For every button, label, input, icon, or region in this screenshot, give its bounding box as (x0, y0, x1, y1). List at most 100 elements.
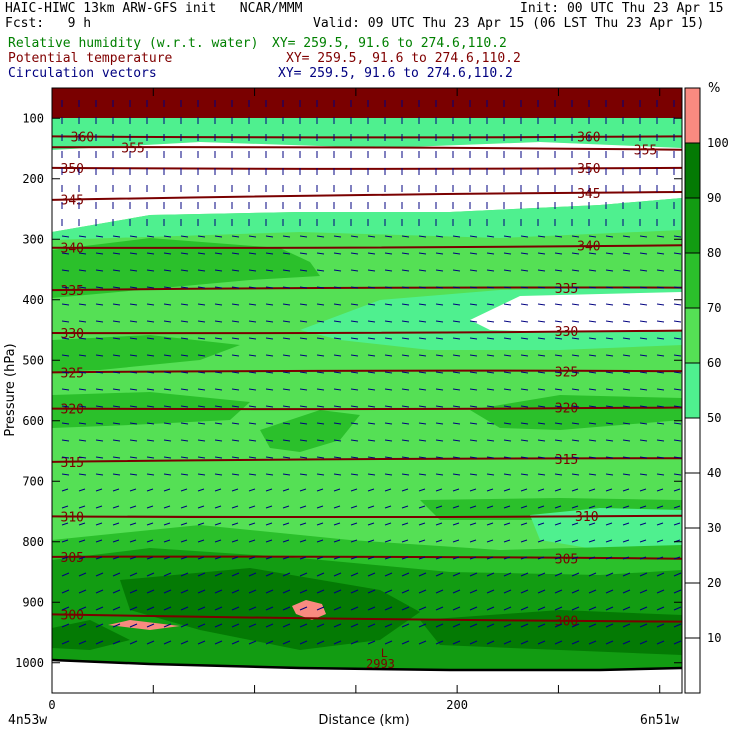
circulation-vector (197, 422, 206, 425)
circulation-vector (435, 589, 444, 594)
circulation-vector (656, 473, 665, 476)
circulation-vector (129, 473, 138, 476)
circulation-vector (61, 606, 70, 611)
circulation-vector (537, 286, 546, 289)
circulation-vector (605, 371, 614, 374)
circulation-vector (418, 405, 427, 408)
circulation-vector (656, 252, 665, 255)
circulation-vector (367, 488, 375, 492)
circulation-vector (231, 522, 239, 526)
circulation-vector (554, 354, 563, 357)
circulation-vector (673, 371, 682, 374)
circulation-vector (78, 439, 87, 442)
circulation-vector (503, 354, 512, 357)
circulation-vector (180, 623, 189, 628)
circulation-vector (248, 371, 257, 374)
circulation-vector (673, 320, 682, 323)
circulation-vector (333, 488, 341, 492)
circulation-vector (503, 606, 512, 611)
theta-label: 350 (61, 162, 84, 177)
circulation-vector (231, 405, 240, 408)
circulation-vector (605, 405, 614, 408)
circulation-vector (282, 235, 291, 238)
circulation-vector (537, 252, 546, 255)
circulation-vector (384, 589, 393, 594)
circulation-vector (146, 388, 155, 391)
circulation-vector (231, 556, 239, 560)
circulation-vector (469, 269, 478, 272)
colorbar-tick-label: 90 (707, 191, 721, 205)
circulation-vector (384, 505, 392, 509)
circulation-vector (248, 456, 257, 459)
circulation-vector (265, 589, 274, 594)
circulation-vector (639, 388, 648, 391)
circulation-vector (78, 286, 87, 289)
circulation-vector (265, 456, 274, 459)
circulation-vector (520, 252, 529, 255)
circulation-vector (95, 456, 104, 459)
circulation-vector (163, 623, 172, 628)
circulation-vector (503, 439, 512, 442)
circulation-vector (452, 556, 460, 560)
circulation-vector (112, 405, 121, 408)
circulation-vector (78, 589, 87, 594)
circulation-vector (571, 405, 580, 408)
circulation-vector (316, 337, 325, 340)
init-time: Init: 00 UTC Thu 23 Apr 15 (520, 1, 724, 16)
circulation-vector (588, 405, 597, 408)
circulation-vector (367, 354, 376, 357)
circulation-vector (180, 473, 189, 476)
circulation-vector (61, 473, 70, 476)
circulation-vector (231, 505, 239, 509)
circulation-vector (384, 572, 393, 577)
circulation-vector (639, 623, 648, 628)
circulation-vector (112, 388, 121, 391)
circulation-vector (78, 456, 87, 459)
circulation-vector (554, 422, 563, 425)
circulation-vector (486, 286, 495, 289)
circulation-vector (605, 235, 614, 238)
circulation-vector (299, 488, 307, 492)
circulation-vector (197, 488, 205, 492)
circulation-vector (265, 606, 274, 611)
circulation-vector (180, 556, 188, 560)
circulation-vector (299, 640, 308, 645)
circulation-vector (503, 488, 511, 492)
circulation-vector (282, 269, 291, 272)
circulation-vector (503, 522, 511, 526)
circulation-vector (163, 269, 172, 272)
y-tick-label: 900 (22, 595, 44, 609)
circulation-vector (214, 269, 223, 272)
circulation-vector (95, 623, 104, 628)
circulation-vector (571, 388, 580, 391)
theta-label: 305 (555, 552, 578, 567)
circulation-vector (656, 371, 665, 374)
circulation-vector (622, 488, 630, 492)
circulation-vector (571, 320, 580, 323)
circulation-vector (486, 572, 495, 577)
circulation-vector (282, 371, 291, 374)
circulation-vector (605, 539, 613, 543)
circulation-vector (265, 488, 273, 492)
circulation-vector (384, 235, 393, 238)
circulation-vector (197, 354, 206, 357)
circulation-vector (248, 286, 257, 289)
circulation-vector (146, 405, 155, 408)
circulation-vector (316, 606, 325, 611)
field-vector-xy: XY= 259.5, 91.6 to 274.6,110.2 (278, 66, 513, 81)
circulation-vector (350, 456, 359, 459)
y-tick-label: 300 (22, 232, 44, 246)
colorbar-bin (685, 143, 700, 198)
circulation-vector (129, 439, 138, 442)
circulation-vector (605, 606, 614, 611)
field-rh-xy: XY= 259.5, 91.6 to 274.6,110.2 (272, 36, 507, 51)
circulation-vector (401, 623, 410, 628)
circulation-vector (435, 252, 444, 255)
circulation-vector (146, 337, 155, 340)
circulation-vector (350, 286, 359, 289)
circulation-vector (95, 589, 104, 594)
circulation-vector (503, 539, 511, 543)
circulation-vector (469, 522, 477, 526)
circulation-vector (282, 354, 291, 357)
circulation-vector (61, 640, 70, 645)
